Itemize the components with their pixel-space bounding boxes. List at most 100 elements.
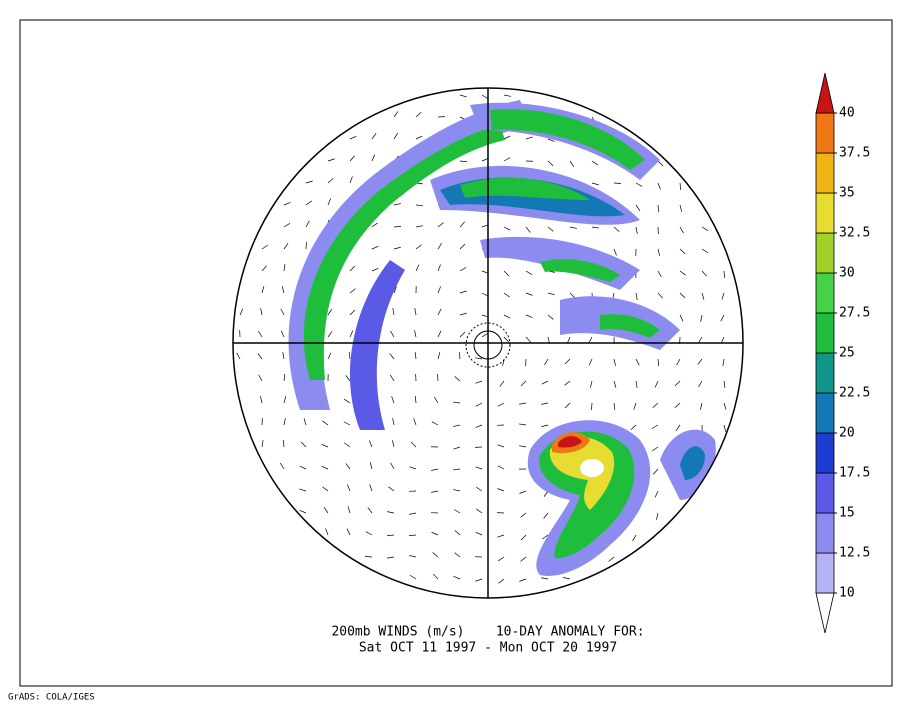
wind-arrow <box>543 512 549 519</box>
wind-arrow <box>347 506 351 514</box>
wind-arrow <box>258 330 263 338</box>
wind-arrow <box>657 160 664 167</box>
wind-arrow <box>283 374 286 382</box>
wind-arrow <box>365 531 373 536</box>
colorbar: 10 12.5 15 17.5 20 22.5 25 27.5 30 32.5 35 37.5 40 <box>815 72 870 634</box>
wind-arrow <box>431 490 439 493</box>
colorbar-segment <box>815 312 835 354</box>
colorbar-label: 35 <box>839 186 855 201</box>
wind-arrow <box>701 226 709 231</box>
colorbar-segment <box>815 232 835 274</box>
wind-arrow <box>564 402 571 409</box>
wind-arrow <box>503 270 510 277</box>
wind-arrow <box>432 552 439 558</box>
colorbar-segment <box>815 352 835 394</box>
wind-arrow <box>364 556 373 558</box>
wind-arrow <box>415 244 422 250</box>
wind-arrow <box>299 488 307 492</box>
wind-arrow <box>453 424 461 427</box>
colorbar-segment <box>815 512 835 554</box>
wind-arrow <box>327 178 334 184</box>
shade <box>680 446 705 480</box>
wind-arrow <box>701 270 707 277</box>
wind-arrow <box>392 418 395 426</box>
wind-arrow <box>392 308 395 316</box>
wind-arrow <box>391 440 395 448</box>
wind-arrow <box>475 380 483 384</box>
wind-arrow <box>389 353 395 360</box>
wind-arrow <box>674 380 681 387</box>
shade <box>549 436 615 510</box>
wind-arrow <box>498 556 505 562</box>
wind-arrow <box>349 155 355 162</box>
wind-arrow <box>388 486 395 492</box>
wind-arrow <box>371 133 377 140</box>
wind-arrow <box>393 286 397 294</box>
wind-arrow <box>569 226 577 229</box>
wind-arrow <box>564 380 571 386</box>
wind-arrow <box>303 418 307 426</box>
wind-arrow <box>349 176 353 184</box>
wind-arrow <box>454 552 461 558</box>
wind-arrow <box>503 336 510 343</box>
wind-arrow <box>679 292 686 299</box>
wind-arrow <box>258 374 263 382</box>
wind-arrow <box>720 314 725 322</box>
wind-arrow <box>608 556 615 562</box>
wind-arrow <box>635 358 640 366</box>
wind-arrow <box>519 423 527 426</box>
wind-arrow <box>525 314 533 318</box>
wind-arrow <box>437 308 442 316</box>
wind-arrow <box>239 308 244 316</box>
wind-arrow <box>459 243 466 250</box>
wind-arrow <box>390 330 395 338</box>
wind-arrow <box>519 578 527 582</box>
wind-arrow <box>676 358 681 366</box>
wind-arrow <box>387 556 395 559</box>
shade <box>350 260 405 430</box>
wind-arrow <box>613 358 616 366</box>
wind-arrow <box>321 465 329 470</box>
wind-arrow <box>415 135 423 140</box>
colorbar-segment <box>815 112 835 154</box>
wind-arrow <box>497 444 505 448</box>
title-line: Sat OCT 11 1997 - Mon OCT 20 1997 <box>359 641 617 656</box>
wind-arrow <box>475 486 483 492</box>
wind-arrow <box>613 402 616 410</box>
wind-arrow <box>652 402 659 408</box>
colorbar-segment <box>815 392 835 434</box>
wind-arrow <box>431 421 439 426</box>
wind-arrow <box>393 203 401 206</box>
wind-arrow <box>613 380 617 388</box>
wind-arrow <box>679 182 682 190</box>
wind-arrow <box>437 222 444 228</box>
wind-arrow <box>348 352 351 360</box>
footer: GrADS: COLA/IGES <box>8 693 95 703</box>
wind-arrow <box>613 248 617 256</box>
wind-arrow <box>299 509 307 514</box>
wind-arrow <box>280 330 285 338</box>
wind-arrow <box>409 512 417 515</box>
wind-arrow <box>321 443 329 448</box>
colorbar-label: 32.5 <box>839 226 870 241</box>
wind-arrow <box>453 489 461 492</box>
wind-arrow <box>371 245 379 250</box>
wind-arrow <box>453 468 461 471</box>
wind-arrow <box>325 528 329 536</box>
wind-arrow <box>349 265 356 272</box>
wind-arrow <box>413 418 417 426</box>
wind-arrow <box>723 380 726 388</box>
wind-arrow <box>591 160 598 166</box>
wind-arrow <box>437 373 439 382</box>
wind-arrow <box>409 466 417 470</box>
wind-arrow <box>283 264 286 272</box>
wind-arrow <box>519 490 527 494</box>
wind-arrow <box>431 468 439 471</box>
title-line: 200mb WINDS (m/s) 10-DAY ANOMALY FOR: <box>331 625 644 640</box>
wind-arrow <box>414 352 417 360</box>
wind-arrow <box>368 440 373 448</box>
wind-arrow <box>481 332 489 338</box>
wind-arrow <box>327 198 332 206</box>
wind-arrow <box>497 534 505 538</box>
wind-arrow <box>260 308 263 316</box>
